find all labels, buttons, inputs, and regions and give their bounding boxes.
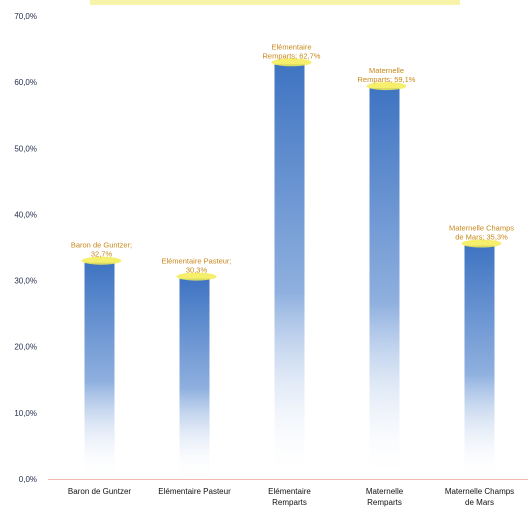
data-label: Maternelle Champs: [449, 224, 514, 233]
bar: [464, 245, 495, 479]
data-label: Remparts; 59,1%: [358, 75, 416, 84]
x-tick-label: Baron de Guntzer: [68, 487, 131, 496]
y-tick-label: 0,0%: [19, 475, 37, 484]
y-tick-label: 50,0%: [14, 144, 37, 153]
data-label: Elémentaire Pasteur;: [161, 257, 231, 266]
y-tick-label: 10,0%: [14, 409, 37, 418]
bar: [274, 64, 305, 479]
x-tick-label: de Mars: [465, 498, 494, 507]
data-label: de Mars; 35,3%: [455, 233, 508, 242]
bar-top-marker: [176, 272, 217, 281]
bar-top-marker: [461, 239, 502, 248]
y-tick-label: 60,0%: [14, 78, 37, 87]
x-tick-label: Remparts: [367, 498, 402, 507]
y-tick-label: 70,0%: [14, 12, 37, 21]
data-label: 30,3%: [186, 266, 208, 275]
bar-top-marker: [366, 82, 407, 91]
bar: [369, 88, 400, 480]
top-highlight-strip: [90, 0, 460, 5]
y-tick-label: 40,0%: [14, 210, 37, 219]
bar: [179, 278, 210, 479]
x-tick-label: Elémentaire: [268, 487, 311, 496]
y-axis: 0,0% 10,0% 20,0% 30,0% 40,0% 50,0% 60,0% 70,0%: [14, 12, 37, 484]
data-label: Baron de Guntzer;: [71, 241, 132, 250]
x-axis: Baron de Guntzer Elémentaire Pasteur Eléme…: [68, 487, 514, 507]
x-tick-label: Maternelle: [366, 487, 404, 496]
data-labels: Baron de Guntzer;32,7% Elémentaire Pasteu…: [71, 42, 514, 281]
x-tick-label: Maternelle Champs: [445, 487, 514, 496]
bars: [84, 64, 495, 480]
x-tick-label: Elémentaire Pasteur: [158, 487, 231, 496]
x-tick-label: Remparts: [272, 498, 307, 507]
bar: [84, 262, 115, 479]
data-label: Elémentaire: [271, 42, 311, 51]
data-label: 32,7%: [91, 250, 113, 259]
bar-top-marker: [271, 58, 312, 67]
bar-top-marker: [81, 256, 122, 265]
y-tick-label: 30,0%: [14, 277, 37, 286]
y-tick-label: 20,0%: [14, 343, 37, 352]
data-label: Maternelle: [369, 66, 404, 75]
data-label: Remparts; 62,7%: [263, 51, 321, 60]
